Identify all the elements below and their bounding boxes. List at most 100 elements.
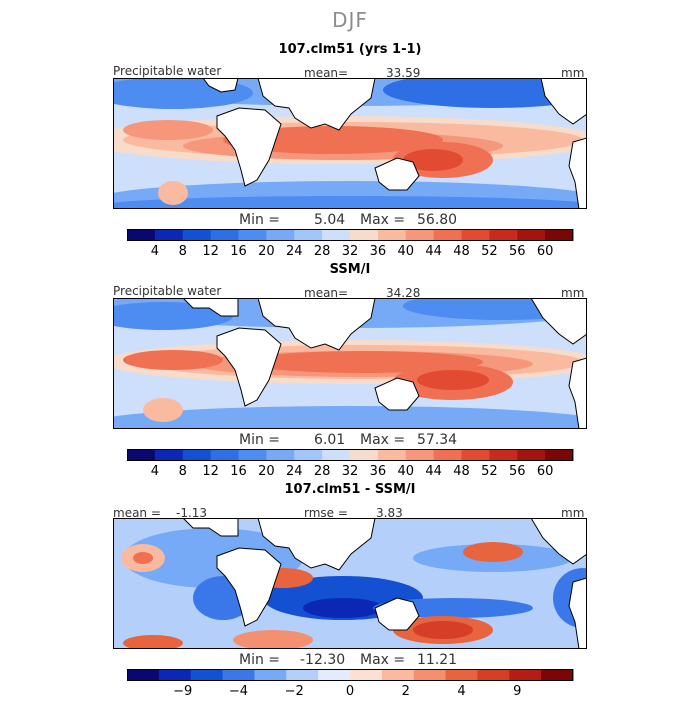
panel-1-colorbar: 4 8 12 16 20 24 28 32 36 40 44 48 52 56 60 — [127, 229, 574, 259]
panel-3-min-label: Min = — [239, 652, 281, 668]
colorbar-swatch — [433, 229, 463, 241]
colorbar-tick-label: 4 — [151, 464, 159, 479]
panel-2-variable-label: Precipitable water — [113, 284, 222, 298]
colorbar-tick-label: 20 — [258, 244, 275, 259]
panel-3-land — [182, 518, 587, 649]
colorbar-swatch — [210, 229, 240, 241]
colorbar-swatch — [322, 449, 351, 461]
colorbar-tick-label: −4 — [229, 684, 248, 699]
colorbar-swatch — [322, 229, 351, 241]
colorbar-tick-label: 8 — [179, 244, 187, 259]
colorbar-swatch — [294, 449, 323, 461]
colorbar-tick-label: 24 — [286, 244, 303, 259]
panel-1-min-value: 5.04 — [314, 212, 346, 228]
colorbar-swatch — [545, 449, 574, 461]
colorbar-frame — [127, 229, 573, 241]
colorbar-swatch — [413, 669, 447, 681]
colorbar-swatch — [210, 449, 240, 461]
season-title: DJF — [332, 8, 368, 32]
colorbar-tick-label: 28 — [314, 464, 331, 479]
panel-3-mean-value: -1.13 — [176, 506, 208, 520]
panel-1-variable-label: Precipitable water — [113, 64, 222, 78]
colorbar-tick-label: 20 — [258, 464, 275, 479]
colorbar-swatch — [405, 449, 435, 461]
panel-3-field — [113, 518, 587, 649]
colorbar-swatch — [517, 449, 546, 461]
colorbar-swatch — [154, 449, 184, 461]
colorbar-swatch — [294, 229, 323, 241]
colorbar-tick-label: 60 — [537, 464, 554, 479]
colorbar-swatch — [461, 449, 490, 461]
colorbar-tick-label: 16 — [230, 464, 247, 479]
colorbar-swatch — [158, 669, 192, 681]
panel-3-map — [113, 518, 587, 649]
colorbar-tick-label: 52 — [481, 464, 498, 479]
panel-3-min-value: -12.30 — [300, 652, 346, 668]
colorbar-tick-label: 56 — [509, 464, 526, 479]
panel-1-title: 107.clm51 (yrs 1-1) — [278, 42, 422, 57]
colorbar-tick-label: 12 — [202, 244, 219, 259]
panel-3-rmse-value: 3.83 — [376, 506, 403, 520]
panel-3-units: mm — [561, 506, 585, 520]
colorbar-swatch — [545, 229, 574, 241]
colorbar-swatch — [350, 449, 379, 461]
panel-2-land — [182, 298, 587, 429]
colorbar-swatch — [266, 449, 295, 461]
panel-1-field — [113, 78, 587, 209]
panel-1-map — [113, 78, 587, 209]
colorbar-swatch — [222, 669, 255, 681]
colorbar-swatch — [477, 669, 510, 681]
colorbar-swatch — [517, 229, 546, 241]
panel-1-land — [202, 78, 587, 209]
colorbar-tick-label: 28 — [314, 244, 331, 259]
panel-1-min-label: Min = — [239, 212, 281, 228]
colorbar-tick-label: 2 — [402, 684, 410, 699]
panel-3-title: 107.clm51 - SSM/I — [284, 482, 416, 497]
colorbar-tick-label: 40 — [397, 244, 414, 259]
colorbar-swatch — [127, 229, 156, 241]
colorbar-swatch — [154, 229, 184, 241]
colorbar-swatch — [318, 669, 351, 681]
colorbar-swatch — [238, 229, 267, 241]
panel-2-map — [113, 298, 587, 429]
colorbar-swatch — [489, 449, 518, 461]
colorbar-tick-label: 8 — [179, 464, 187, 479]
colorbar-tick-label: −2 — [285, 684, 304, 699]
panel-1-mean-value: 33.59 — [386, 66, 421, 80]
colorbar-swatch — [405, 229, 435, 241]
colorbar-tick-label: 56 — [509, 244, 526, 259]
panel-2-max-value: 57.34 — [417, 432, 458, 448]
panel-2-mean-value: 34.28 — [386, 286, 421, 300]
colorbar-frame — [127, 449, 573, 461]
panel-2-min-label: Min = — [239, 432, 281, 448]
colorbar-tick-label: 40 — [397, 464, 414, 479]
colorbar-frame — [127, 669, 573, 681]
colorbar-tick-label: 36 — [370, 464, 387, 479]
colorbar-tick-label: 4 — [151, 244, 159, 259]
colorbar-tick-label: 52 — [481, 244, 498, 259]
colorbar-swatch — [377, 229, 407, 241]
colorbar-swatch — [190, 669, 224, 681]
colorbar-swatch — [127, 669, 160, 681]
panel-3-max-label: Max = — [360, 652, 406, 668]
colorbar-swatch — [377, 449, 407, 461]
colorbar-swatch — [381, 669, 415, 681]
panel-3-mean-label: mean = — [113, 506, 161, 520]
colorbar-tick-label: 44 — [425, 464, 442, 479]
colorbar-swatch — [182, 229, 212, 241]
colorbar-swatch — [461, 229, 490, 241]
panel-3-rmse-label: rmse = — [304, 506, 348, 520]
colorbar-tick-label: 48 — [453, 464, 470, 479]
colorbar-swatch — [445, 669, 478, 681]
colorbar-tick-label: 12 — [202, 464, 219, 479]
panel-2-units: mm — [561, 286, 585, 300]
panel-2-colorbar: 4 8 12 16 20 24 28 32 36 40 44 48 52 56 60 — [127, 449, 574, 479]
colorbar-tick-label: 0 — [346, 684, 354, 699]
panel-1-max-value: 56.80 — [417, 212, 458, 228]
panel-3-max-value: 11.21 — [417, 652, 458, 668]
colorbar-tick-label: 4 — [457, 684, 465, 699]
colorbar-swatch — [238, 449, 267, 461]
panel-3-colorbar: −9 −4 −2 0 2 4 9 — [127, 669, 574, 699]
colorbar-swatch — [254, 669, 287, 681]
colorbar-tick-label: 32 — [342, 464, 359, 479]
